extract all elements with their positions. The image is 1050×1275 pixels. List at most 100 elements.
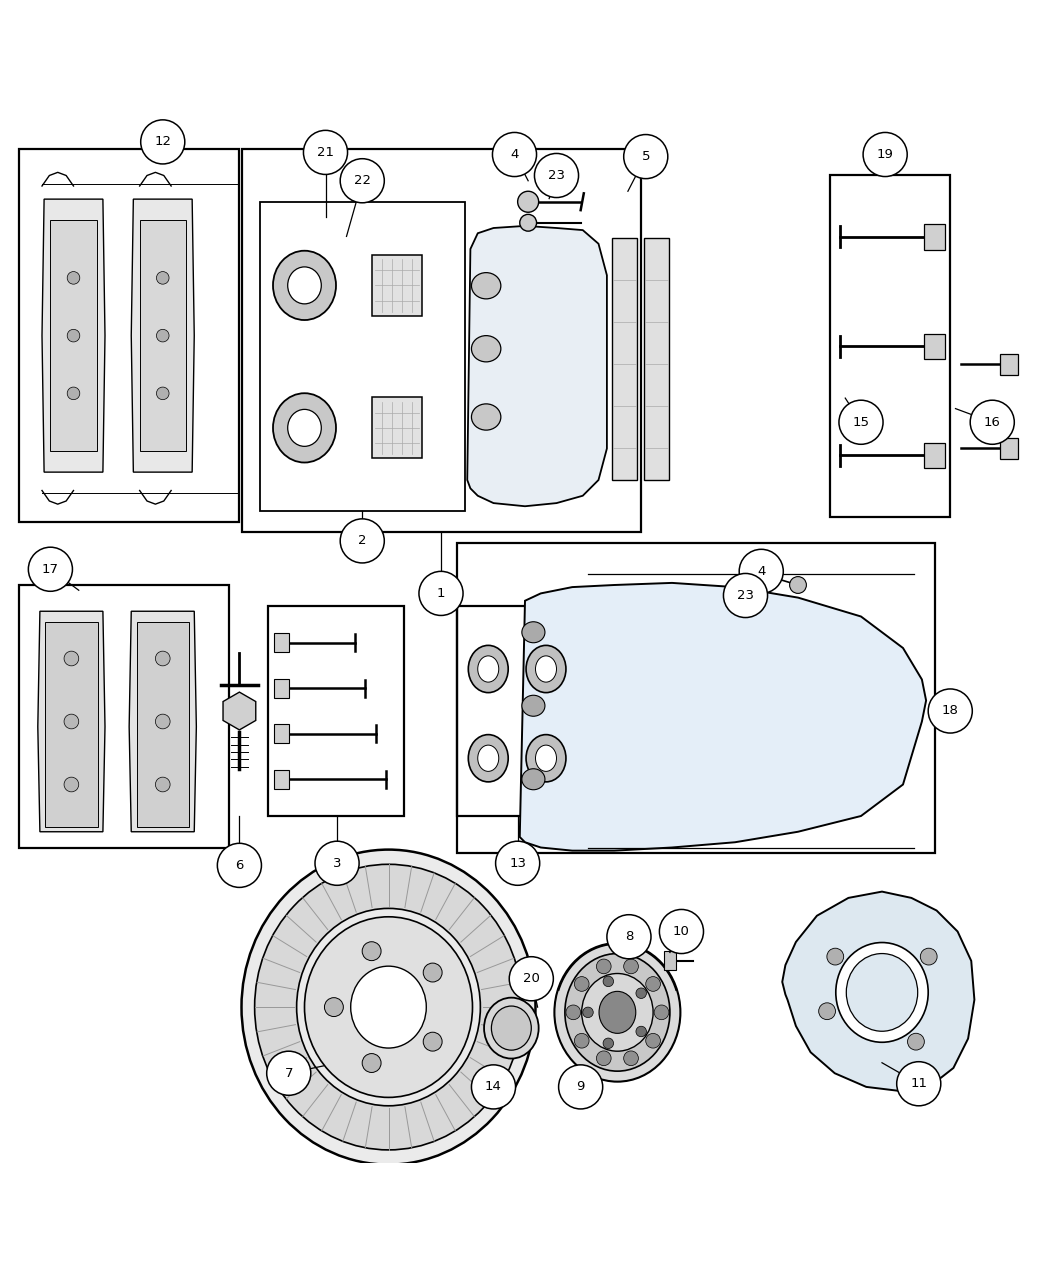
Circle shape — [67, 329, 80, 342]
Circle shape — [596, 959, 611, 974]
Text: 11: 11 — [910, 1077, 927, 1090]
Ellipse shape — [471, 335, 501, 362]
Circle shape — [155, 714, 170, 729]
Text: 1: 1 — [437, 586, 445, 601]
Circle shape — [362, 1053, 381, 1072]
Polygon shape — [612, 238, 637, 479]
Circle shape — [156, 272, 169, 284]
Circle shape — [67, 388, 80, 399]
Circle shape — [217, 843, 261, 887]
Circle shape — [636, 1026, 647, 1037]
Circle shape — [28, 547, 72, 592]
Ellipse shape — [273, 251, 336, 320]
Circle shape — [315, 842, 359, 885]
Ellipse shape — [836, 942, 928, 1042]
Circle shape — [520, 214, 537, 231]
Polygon shape — [782, 891, 974, 1091]
Ellipse shape — [846, 954, 918, 1031]
Circle shape — [559, 1065, 603, 1109]
Bar — [19, 149, 239, 521]
Text: 14: 14 — [485, 1080, 502, 1094]
Circle shape — [624, 959, 638, 974]
Ellipse shape — [522, 622, 545, 643]
Ellipse shape — [288, 409, 321, 446]
Text: 7: 7 — [285, 1067, 293, 1080]
Bar — [664, 951, 676, 970]
Polygon shape — [42, 199, 105, 472]
Circle shape — [659, 909, 704, 954]
Polygon shape — [136, 622, 189, 826]
Ellipse shape — [582, 974, 653, 1051]
Circle shape — [863, 133, 907, 176]
Circle shape — [340, 519, 384, 564]
Circle shape — [156, 329, 169, 342]
Text: 10: 10 — [673, 924, 690, 938]
Circle shape — [141, 120, 185, 164]
Bar — [260, 201, 465, 511]
Text: 3: 3 — [333, 857, 341, 870]
Circle shape — [646, 1034, 660, 1048]
Ellipse shape — [554, 944, 680, 1081]
Bar — [1000, 354, 1018, 375]
Circle shape — [920, 949, 937, 965]
Circle shape — [603, 977, 613, 987]
Text: 4: 4 — [510, 148, 519, 161]
Bar — [830, 176, 950, 516]
Ellipse shape — [598, 992, 635, 1033]
Polygon shape — [38, 611, 105, 831]
Text: 12: 12 — [154, 135, 171, 148]
Circle shape — [897, 1062, 941, 1105]
Text: 19: 19 — [877, 148, 894, 161]
Circle shape — [303, 130, 348, 175]
Text: 17: 17 — [42, 562, 59, 576]
Ellipse shape — [468, 645, 508, 692]
Ellipse shape — [491, 1006, 531, 1051]
Ellipse shape — [484, 997, 539, 1058]
Text: 20: 20 — [523, 973, 540, 986]
Circle shape — [423, 1033, 442, 1051]
Ellipse shape — [296, 908, 481, 1105]
Bar — [274, 770, 289, 789]
Circle shape — [492, 133, 537, 176]
Circle shape — [155, 778, 170, 792]
Circle shape — [607, 914, 651, 959]
Circle shape — [654, 1005, 669, 1020]
Polygon shape — [50, 221, 97, 451]
Text: 15: 15 — [853, 416, 869, 428]
Bar — [924, 442, 945, 468]
Bar — [457, 606, 578, 816]
Bar — [924, 224, 945, 250]
Circle shape — [518, 191, 539, 212]
Circle shape — [624, 1051, 638, 1066]
Circle shape — [566, 1005, 581, 1020]
Ellipse shape — [478, 745, 499, 771]
Circle shape — [970, 400, 1014, 444]
Ellipse shape — [478, 655, 499, 682]
Text: 9: 9 — [576, 1080, 585, 1094]
Polygon shape — [45, 622, 98, 826]
Bar — [924, 334, 945, 358]
Text: 8: 8 — [625, 931, 633, 944]
Circle shape — [928, 688, 972, 733]
Circle shape — [64, 652, 79, 666]
Circle shape — [839, 400, 883, 444]
Bar — [457, 543, 934, 853]
Bar — [274, 724, 289, 743]
Circle shape — [423, 963, 442, 982]
Text: 23: 23 — [548, 170, 565, 182]
Ellipse shape — [304, 917, 472, 1098]
Circle shape — [636, 988, 647, 998]
Circle shape — [267, 1051, 311, 1095]
Circle shape — [907, 1033, 924, 1051]
Circle shape — [155, 652, 170, 666]
Circle shape — [324, 997, 343, 1016]
Polygon shape — [467, 226, 607, 506]
Text: 18: 18 — [942, 705, 959, 718]
Circle shape — [624, 135, 668, 179]
Circle shape — [603, 1038, 613, 1048]
Ellipse shape — [468, 734, 508, 782]
Bar — [274, 634, 289, 653]
Ellipse shape — [526, 734, 566, 782]
Polygon shape — [644, 238, 669, 479]
Ellipse shape — [471, 273, 501, 298]
